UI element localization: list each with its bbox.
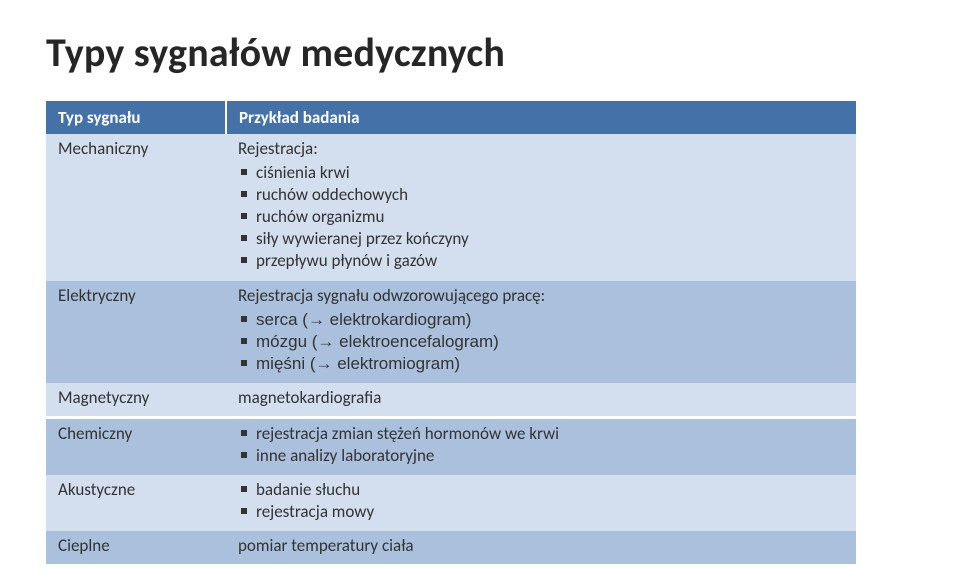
row-plain: magnetokardiografia [238, 387, 844, 408]
cell-example: badanie słuchu rejestracja mowy [226, 475, 856, 531]
cell-type: Cieplne [46, 531, 226, 564]
table-row: Mechaniczny Rejestracja: ciśnienia krwi … [46, 134, 856, 281]
cell-type: Akustyczne [46, 475, 226, 531]
bullet-list: rejestracja zmian stężeń hormonów we krw… [238, 423, 844, 467]
row-intro: Rejestracja sygnału odwzorowującego prac… [238, 285, 844, 307]
list-item: inne analizy laboratoryjne [238, 445, 844, 467]
page-title: Typy sygnałów medycznych [46, 28, 914, 77]
slide: Typy sygnałów medycznych Typ sygnału Prz… [0, 0, 960, 569]
list-item: mięśni (→ elektromiogram) [238, 353, 844, 375]
signal-types-table: Typ sygnału Przykład badania Mechaniczny… [46, 101, 856, 564]
table-header-row: Typ sygnału Przykład badania [46, 101, 856, 134]
cell-example: Rejestracja: ciśnienia krwi ruchów oddec… [226, 134, 856, 281]
cell-example: pomiar temperatury ciała [226, 531, 856, 564]
bullet-list: badanie słuchu rejestracja mowy [238, 479, 844, 523]
cell-type: Elektryczny [46, 281, 226, 383]
list-item: ruchów organizmu [238, 206, 844, 228]
list-item: ciśnienia krwi [238, 162, 844, 184]
list-item: badanie słuchu [238, 479, 844, 501]
row-plain: pomiar temperatury ciała [238, 535, 844, 556]
list-item: rejestracja mowy [238, 501, 844, 523]
bullet-list: ciśnienia krwi ruchów oddechowych ruchów… [238, 162, 844, 272]
row-intro: Rejestracja: [238, 138, 844, 160]
header-type: Typ sygnału [46, 101, 226, 134]
table-row: Akustyczne badanie słuchu rejestracja mo… [46, 475, 856, 531]
list-item: serca (→ elektrokardiogram) [238, 309, 844, 331]
list-item: siły wywieranej przez kończyny [238, 228, 844, 250]
header-example: Przykład badania [226, 101, 856, 134]
list-item: mózgu (→ elektroencefalogram) [238, 331, 844, 353]
list-item: przepływu płynów i gazów [238, 250, 844, 272]
cell-type: Magnetyczny [46, 383, 226, 416]
table-row: Cieplne pomiar temperatury ciała [46, 531, 856, 564]
cell-type: Mechaniczny [46, 134, 226, 281]
cell-example: magnetokardiografia [226, 383, 856, 416]
cell-type: Chemiczny [46, 419, 226, 475]
cell-example: Rejestracja sygnału odwzorowującego prac… [226, 281, 856, 383]
bullet-list: serca (→ elektrokardiogram) mózgu (→ ele… [238, 309, 844, 375]
table-row: Chemiczny rejestracja zmian stężeń hormo… [46, 419, 856, 475]
list-item: ruchów oddechowych [238, 184, 844, 206]
list-item: rejestracja zmian stężeń hormonów we krw… [238, 423, 844, 445]
table-row: Magnetyczny magnetokardiografia [46, 383, 856, 416]
table-row: Elektryczny Rejestracja sygnału odwzorow… [46, 281, 856, 383]
cell-example: rejestracja zmian stężeń hormonów we krw… [226, 419, 856, 475]
